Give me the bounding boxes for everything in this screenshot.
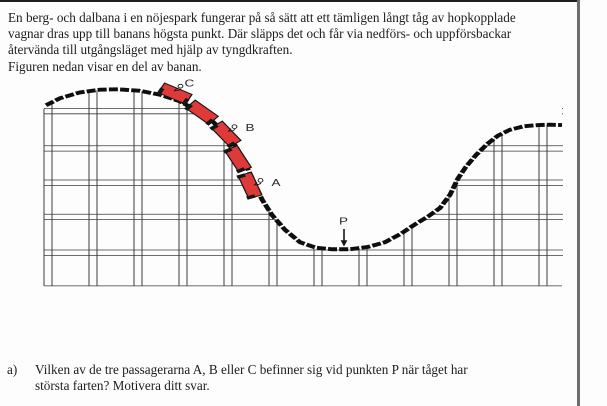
question-item-label: a) (7, 362, 18, 377)
train-car-5 (236, 171, 263, 200)
label-passenger-a: A (272, 177, 282, 189)
passenger-c-icon (173, 83, 184, 92)
train-car-1 (156, 82, 193, 106)
train-car-4 (222, 145, 253, 174)
intro-line: Figuren nedan visar en del av banan. (8, 58, 202, 74)
roller-coaster-svg: C B A P (40, 77, 563, 287)
label-point-p: P (339, 215, 348, 227)
label-passenger-b: B (246, 121, 255, 133)
intro-line: vagnar dras upp till banans högsta punkt… (8, 26, 512, 42)
passenger-b-icon (227, 124, 238, 132)
train (156, 82, 263, 200)
p-arrow-down-icon (340, 229, 348, 247)
intro-line: En berg- och dalbana i en nöjespark fung… (8, 10, 516, 25)
intro-line: återvända till utgångsläget med hjälp av… (8, 42, 293, 58)
page-top-border (0, 0, 579, 2)
question-line: största farten? Motivera ditt svar. (35, 378, 210, 394)
label-passenger-c: C (185, 78, 195, 89)
page-right-border (577, 0, 580, 406)
track-mask (40, 78, 562, 250)
question-text: Vilken av de tre passagerarna A, B eller… (35, 362, 565, 395)
question-line: Vilken av de tre passagerarna A, B eller… (35, 362, 468, 377)
track-curve (44, 87, 563, 252)
passenger-a-icon (253, 178, 264, 186)
roller-coaster-figure: C B A P (0, 77, 607, 352)
intro-paragraph: En berg- och dalbana i en nöjespark fung… (8, 10, 574, 75)
train-car-2 (184, 99, 220, 126)
